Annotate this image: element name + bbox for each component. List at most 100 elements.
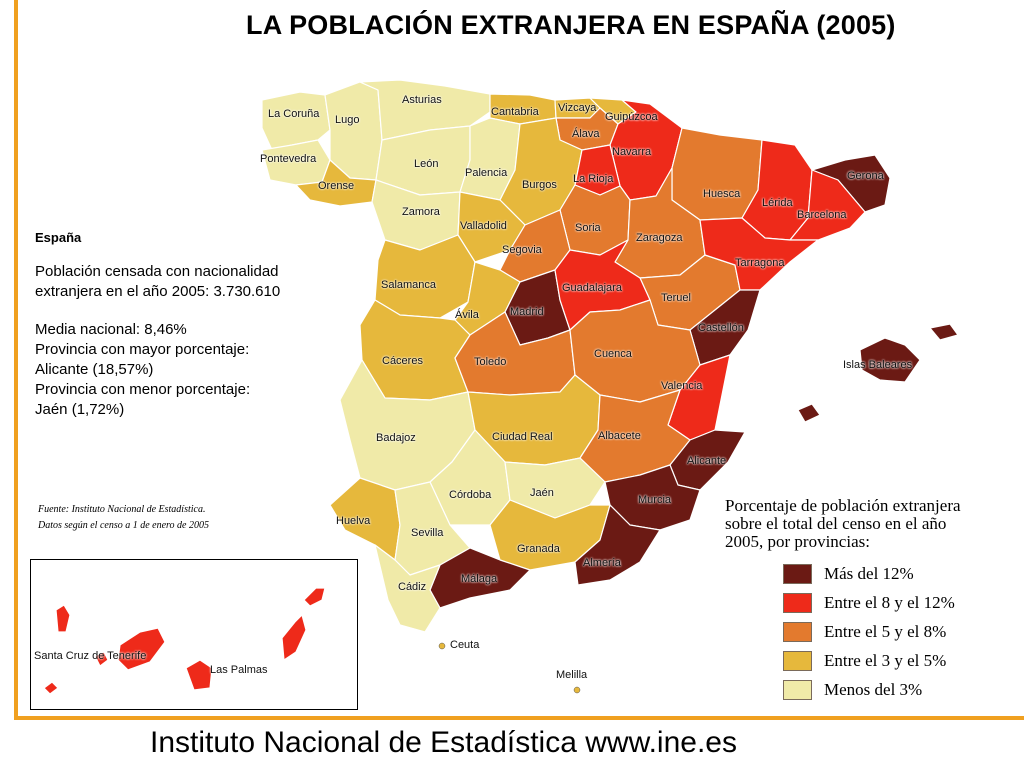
info-min-label: Provincia con menor porcentaje:	[35, 381, 251, 398]
info-heading: España	[35, 230, 82, 245]
legend-swatch	[783, 563, 812, 584]
label-castellon: Castellón	[698, 322, 744, 334]
label-pontevedra: Pontevedra	[260, 153, 317, 165]
label-valladolid: Valladolid	[460, 220, 507, 232]
label-caceres: Cáceres	[382, 355, 423, 367]
province-tarragona[interactable]	[699, 217, 819, 291]
island-lanzarote	[303, 587, 326, 607]
legend-items: Más del 12% Entre el 8 y el 12% Entre el…	[783, 559, 1024, 704]
frame-left-border	[14, 0, 18, 720]
source-line1: Fuente: Instituto Nacional de Estadístic…	[38, 504, 206, 515]
info-stats: Media nacional: 8,46% Provincia con mayo…	[35, 320, 280, 420]
legend-title-line3: 2005, por provincias:	[725, 532, 870, 551]
province-almeria[interactable]	[574, 504, 661, 586]
info-media: Media nacional: 8,46%	[35, 321, 187, 338]
source-line2: Datos según el censo a 1 de enero de 200…	[38, 520, 209, 531]
spain-map	[43, 79, 959, 695]
legend-item-label: Menos del 3%	[824, 679, 923, 699]
label-murcia: Murcia	[638, 494, 672, 506]
label-la-coruna: La Coruña	[268, 108, 320, 120]
label-ceuta: Ceuta	[450, 639, 480, 651]
label-la-rioja: La Rioja	[573, 173, 614, 185]
label-zamora: Zamora	[402, 206, 440, 218]
label-valencia: Valencia	[661, 380, 703, 392]
label-leon: León	[414, 158, 439, 170]
footer-credit[interactable]: Instituto Nacional de Estadística www.in…	[150, 726, 737, 759]
label-almeria: Almería	[583, 557, 621, 569]
province-salamanca[interactable]	[374, 234, 476, 319]
label-granada: Granada	[517, 543, 560, 555]
island-menorca	[929, 323, 959, 341]
label-islas-baleares: Islas Baleares	[843, 359, 913, 371]
label-sevilla: Sevilla	[411, 527, 444, 539]
label-cuenca: Cuenca	[594, 348, 632, 360]
legend-swatch	[783, 679, 812, 700]
legend-title-line1: Porcentaje de población extranjera	[725, 496, 961, 515]
label-soria: Soria	[575, 222, 601, 234]
label-melilla: Melilla	[556, 669, 588, 681]
frame-bottom-border	[14, 716, 1024, 720]
island-ibiza	[797, 403, 821, 423]
label-cadiz: Cádiz	[398, 581, 427, 593]
legend-item: Más del 12%	[783, 559, 1024, 588]
info-population: Población censada con nacionalidad extra…	[35, 262, 280, 302]
legend-swatch	[783, 592, 812, 613]
legend-item: Menos del 3%	[783, 675, 1024, 704]
legend-item: Entre el 3 y el 5%	[783, 646, 1024, 675]
label-ciudad-real: Ciudad Real	[492, 431, 553, 443]
label-albacete: Albacete	[598, 430, 641, 442]
legend-item: Entre el 5 y el 8%	[783, 617, 1024, 646]
island-la-palma	[55, 604, 71, 633]
label-burgos: Burgos	[522, 179, 557, 191]
label-alicante: Alicante	[687, 455, 727, 467]
legend-swatch	[783, 621, 812, 642]
info-max-label: Provincia con mayor porcentaje:	[35, 341, 250, 358]
legend: Porcentaje de población extranjera sobre…	[725, 497, 1024, 704]
label-segovia: Segovia	[502, 244, 542, 256]
province-las-palmas[interactable]	[185, 659, 213, 691]
label-cordoba: Córdoba	[449, 489, 492, 501]
label-las-palmas: Las Palmas	[210, 664, 268, 676]
province-santa-cruz-de-tenerife[interactable]	[117, 627, 166, 671]
label-madrid: Madrid	[510, 306, 544, 318]
label-guadalajara: Guadalajara	[562, 282, 622, 294]
legend-item-label: Más del 12%	[824, 563, 914, 583]
legend-swatch	[783, 650, 812, 671]
legend-item-label: Entre el 5 y el 8%	[824, 621, 947, 641]
label-cantabria: Cantabria	[491, 106, 539, 118]
legend-title-line2: sobre el total del censo en el año	[725, 514, 947, 533]
label-palencia: Palencia	[465, 167, 508, 179]
island-la-gomera	[94, 651, 109, 667]
label-lerida: Lérida	[762, 197, 793, 209]
source-note: Fuente: Instituto Nacional de Estadístic…	[38, 502, 209, 534]
label-navarra: Navarra	[612, 146, 652, 158]
info-panel: España Población censada con nacionalida…	[35, 228, 280, 420]
label-vizcaya: Vizcaya	[558, 102, 597, 114]
label-teruel: Teruel	[661, 292, 691, 304]
ceuta-marker	[438, 642, 446, 650]
label-malaga: Málaga	[461, 573, 498, 585]
info-population-line2: extranjera en el año 2005: 3.730.610	[35, 283, 281, 300]
info-max-value: Alicante (18,57%)	[35, 361, 154, 378]
province-islas-baleares[interactable]	[859, 337, 921, 383]
label-santa-cruz-de-tenerife: Santa Cruz de Tenerife	[34, 650, 147, 662]
label-huelva: Huelva	[336, 515, 371, 527]
label-asturias: Asturias	[402, 94, 442, 106]
province-asturias[interactable]	[359, 79, 491, 141]
label-toledo: Toledo	[474, 356, 507, 368]
label-badajoz: Badajoz	[376, 432, 416, 444]
label-avila: Ávila	[455, 309, 479, 321]
info-min-value: Jaén (1,72%)	[35, 401, 125, 418]
island-fuerteventura	[281, 614, 307, 661]
label-zaragoza: Zaragoza	[636, 232, 683, 244]
legend-item: Entre el 8 y el 12%	[783, 588, 1024, 617]
label-lugo: Lugo	[335, 114, 360, 126]
label-alava: Álava	[572, 128, 600, 140]
label-tarragona: Tarragona	[735, 257, 785, 269]
province-la-coruna[interactable]	[261, 91, 331, 151]
legend-title: Porcentaje de población extranjera sobre…	[725, 497, 1024, 551]
legend-item-label: Entre el 8 y el 12%	[824, 592, 955, 612]
island-el-hierro	[43, 681, 59, 695]
label-orense: Orense	[318, 180, 355, 192]
province-cadiz[interactable]	[374, 544, 441, 633]
